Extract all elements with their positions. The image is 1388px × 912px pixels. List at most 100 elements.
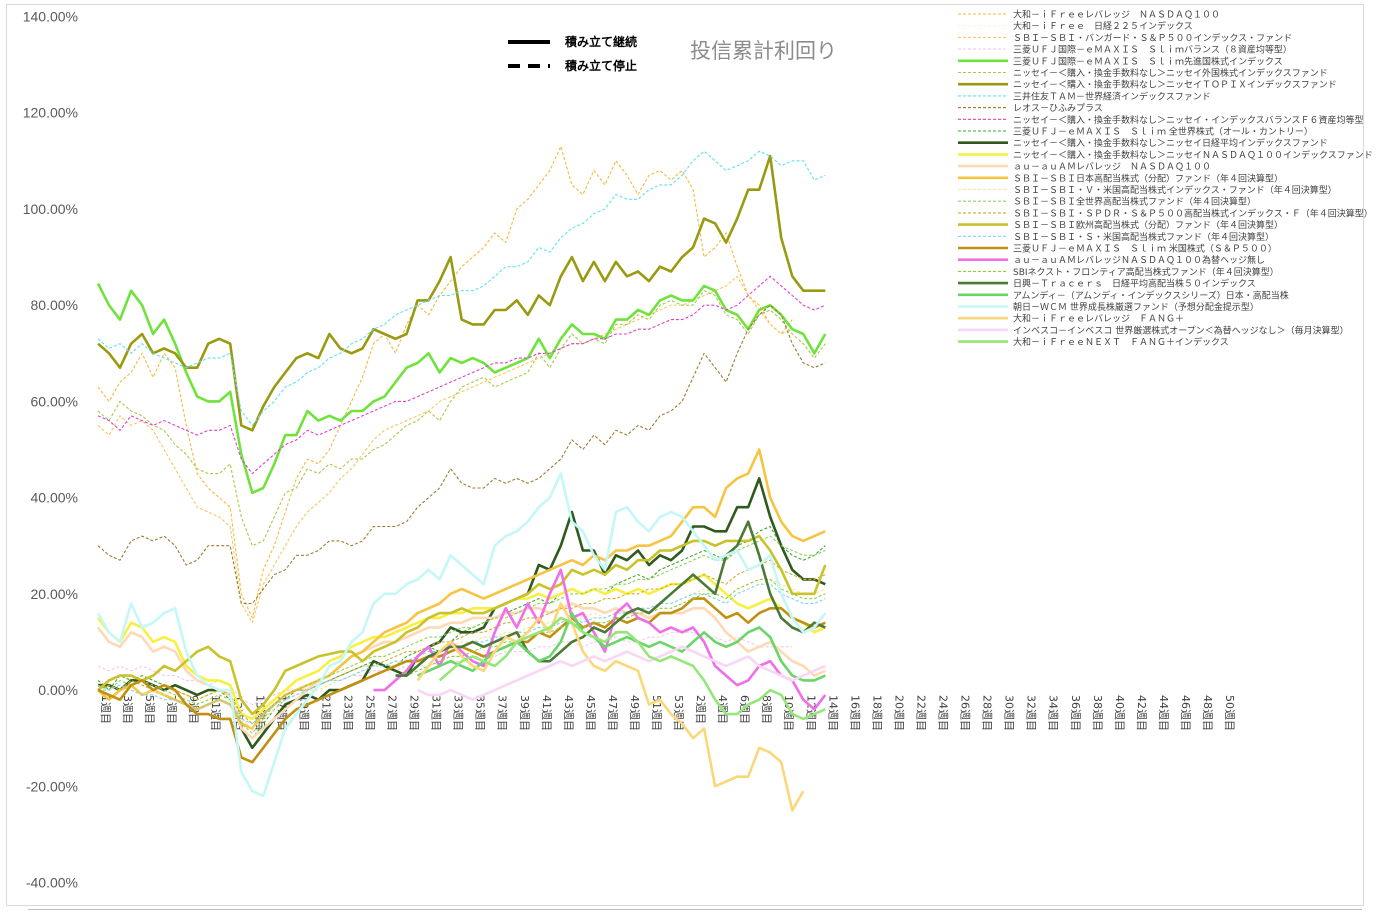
y-tick-label: 100.00% bbox=[23, 201, 78, 217]
legend-label: ＳＢＩ－ＳＢＩ全世界高配当株式ファンド（年４回決算型） bbox=[1013, 196, 1256, 208]
series-line bbox=[96, 472, 827, 798]
x-tick-label: 34週目 bbox=[1047, 695, 1060, 731]
x-tick-label: 45週目 bbox=[584, 695, 597, 731]
series-line bbox=[97, 275, 826, 475]
x-tick-label: 18週目 bbox=[870, 695, 883, 731]
series-line bbox=[395, 578, 826, 677]
series-line bbox=[96, 282, 827, 495]
series-line bbox=[395, 520, 826, 677]
x-tick-label: 36週目 bbox=[1069, 695, 1082, 731]
legend-label: ＳＢＩ－ＳＢＩ・ＳＰＤＲ・Ｓ＆Ｐ５００高配当株式インデックス・Ｆ（年４回決算型） bbox=[1013, 207, 1373, 219]
y-tick-label: -20.00% bbox=[26, 778, 78, 794]
x-tick-label: 24週目 bbox=[937, 695, 950, 731]
y-tick-label: 0.00% bbox=[38, 682, 78, 698]
series-line bbox=[417, 611, 826, 682]
series-line bbox=[438, 616, 826, 721]
series-line bbox=[97, 145, 793, 619]
y-tick-label: 60.00% bbox=[31, 393, 78, 409]
legend-label: 大和－ｉＦｒｅｅ 日経２２５インデックス bbox=[1013, 20, 1193, 32]
x-tick-label: 30週目 bbox=[1003, 695, 1016, 731]
legend-label: ニッセイ－＜購入・換金手数料なし＞ニッセイＮＡＳＤＡＱ１００インデックスファンド bbox=[1013, 149, 1373, 161]
legend-label: 大和－ｉＦｒｅｅレバレッジ ＦＡＮＧ＋ bbox=[1013, 313, 1184, 325]
x-tick-label: 38週目 bbox=[1091, 695, 1104, 731]
x-tick-label: 20週目 bbox=[892, 695, 905, 731]
series-line bbox=[97, 154, 826, 432]
x-tick-label: 42週目 bbox=[1135, 695, 1148, 731]
legend-label: ＳＢＩ－ＳＢＩ・Ｖ・米国高配当株式インデックス・ファンド（年４回決算型） bbox=[1013, 184, 1337, 196]
legend-label: 三菱ＵＦＪ－ｅＭＡＸＩＳ Ｓｌｉｍ 全世界株式（オール・カントリー） bbox=[1013, 126, 1313, 138]
series-line bbox=[97, 448, 826, 730]
x-tick-label: 27週目 bbox=[386, 695, 399, 731]
x-tick-label: 26週目 bbox=[959, 695, 972, 731]
x-tick-label: 46週目 bbox=[1179, 695, 1192, 731]
legend-label: インベスコ－インベスコ 世界厳選株式オープン＜為替ヘッジなし＞（毎月決算型） bbox=[1013, 324, 1349, 336]
series-line bbox=[416, 602, 805, 812]
legend-label: 朝日－ＷＣＭ 世界成長株厳選ファンド（予想分配金提示型） bbox=[1013, 301, 1259, 313]
style-label-stop: 積み立て停止 bbox=[564, 58, 637, 73]
x-tick-label: 5週目 bbox=[143, 695, 156, 724]
legend-label: ニッセイ－＜購入・換金手数料なし＞ニッセイ日経平均インデックスファンド bbox=[1013, 137, 1328, 149]
legend-label: SBIネクスト・フロンティア高配当株式ファンド（年４回決算型） bbox=[1013, 266, 1279, 278]
x-tick-label: 49週目 bbox=[628, 695, 641, 731]
legend-label: 大和－ｉＦｒｅｅＮＥＸＴ ＦＡＮＧ＋インデックス bbox=[1013, 336, 1229, 348]
x-tick-label: 33週目 bbox=[452, 695, 465, 731]
line-style-legend: 積み立て継続 積み立て停止 bbox=[508, 34, 637, 73]
chart-bottom-rule bbox=[28, 909, 1362, 910]
legend-label: 大和－ｉＦｒｅｅレバレッジ ＮＡＳＤＡＱ１００ bbox=[1013, 9, 1220, 21]
legend-label: 日興－Ｔｒａｃｅｒｓ 日経平均高配当株５０インデックス bbox=[1013, 278, 1256, 290]
x-tick-label: 32週目 bbox=[1025, 695, 1038, 731]
legend-label: レオス－ひふみプラス bbox=[1013, 103, 1103, 114]
x-tick-label: 29週目 bbox=[408, 695, 421, 731]
x-tick-label: 47週目 bbox=[606, 695, 619, 731]
x-tick-label: 40週目 bbox=[1113, 695, 1126, 731]
x-tick-label: 43週目 bbox=[562, 695, 575, 731]
style-label-continue: 積み立て継続 bbox=[564, 34, 637, 49]
y-tick-label: -40.00% bbox=[26, 875, 78, 891]
legend-label: ａｕ－ａｕＡＭレバレッジ ＮＡＳＤＡＱ１００ bbox=[1013, 162, 1211, 173]
legend-label: 三菱ＵＦＪ－ｅＭＡＸＩＳ Ｓｌｉｍ 米国株式（Ｓ＆Ｐ５００） bbox=[1013, 243, 1277, 255]
y-tick-label: 20.00% bbox=[31, 586, 78, 602]
x-tick-label: 6週目 bbox=[738, 695, 751, 724]
y-tick-label: 120.00% bbox=[23, 105, 78, 121]
x-axis: 1週目 3週目 5週目 7週目 9週目 11週目 13週目 15週目 17週目 19週目 21週目 2… bbox=[99, 695, 1236, 731]
series-line bbox=[97, 631, 793, 706]
legend-label: ニッセイ－＜購入・換金手数料なし＞ニッセイ・インデックスバランスＦ６資産均等型 bbox=[1013, 114, 1364, 126]
series-line bbox=[97, 290, 826, 547]
x-tick-label: 14週目 bbox=[826, 695, 839, 731]
x-tick-label: 50週目 bbox=[1223, 695, 1236, 731]
series-line bbox=[97, 535, 826, 734]
series-line bbox=[97, 534, 827, 716]
x-tick-label: 2週目 bbox=[694, 695, 707, 724]
x-tick-label: 28週目 bbox=[981, 695, 994, 731]
x-tick-label: 41週目 bbox=[540, 695, 553, 731]
series-line bbox=[97, 275, 793, 624]
legend-label: ＳＢＩ－ＳＢＩ・Ｓ・米国高配当株式ファンド（年４回決算型） bbox=[1013, 231, 1274, 243]
x-tick-label: 1週目 bbox=[99, 695, 112, 724]
legend-label: ニッセイ－＜購入・換金手数料なし＞ニッセイ外国株式インデックスファンド bbox=[1013, 67, 1328, 79]
y-axis: -40.00% -20.00% 0.00% 20.00% 40.00% 60.00% 80.… bbox=[23, 9, 78, 891]
legend-label: ａｕ－ａｕＡＭレバレッジＮＡＳＤＡＱ１００為替ヘッジ無し bbox=[1013, 254, 1265, 266]
x-tick-label: 8週目 bbox=[760, 695, 773, 724]
legend-label: ＳＢＩ－ＳＢＩ・バンガード・Ｓ＆Ｐ５００インデックス・ファンド bbox=[1013, 32, 1292, 44]
series-line bbox=[97, 304, 826, 605]
y-tick-label: 40.00% bbox=[31, 490, 78, 506]
x-tick-label: 23週目 bbox=[341, 695, 354, 731]
y-tick-label: 80.00% bbox=[31, 297, 78, 313]
x-tick-label: 48週目 bbox=[1201, 695, 1214, 731]
x-tick-label: 39週目 bbox=[518, 695, 531, 731]
x-tick-label: 21週目 bbox=[319, 695, 332, 731]
series-line bbox=[417, 645, 826, 702]
x-tick-label: 44週目 bbox=[1157, 695, 1170, 731]
x-tick-label: 22週目 bbox=[914, 695, 927, 731]
y-tick-label: 140.00% bbox=[23, 9, 78, 25]
legend-label: ＳＢＩ－ＳＢＩ欧州高配当株式（分配）ファンド（年４回決算型） bbox=[1013, 219, 1283, 231]
legend-label: ＳＢＩ－ＳＢＩ日本高配当株式（分配）ファンド（年４回決算型） bbox=[1013, 172, 1283, 184]
x-tick-label: 31週目 bbox=[430, 695, 443, 731]
plot-area bbox=[96, 145, 827, 812]
legend-label: アムンディ－（アムンディ・インデックスシリーズ）日本・高配当株 bbox=[1013, 289, 1289, 301]
x-tick-label: 3週目 bbox=[121, 695, 134, 724]
series-line bbox=[97, 150, 826, 426]
chart-frame bbox=[6, 4, 1364, 906]
